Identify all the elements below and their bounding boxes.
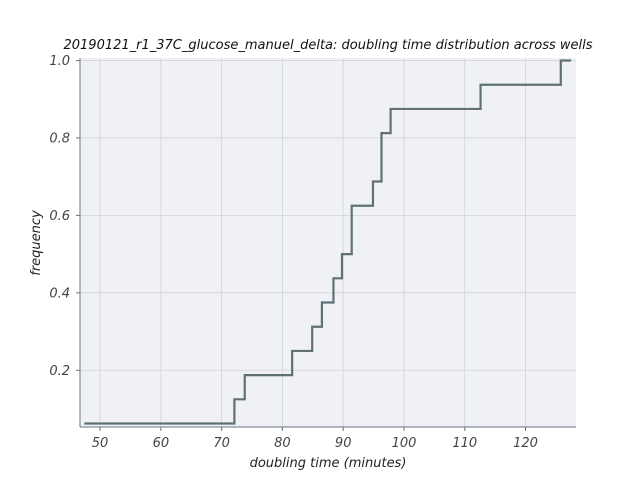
x-tick-label-0: 50 (92, 436, 109, 451)
x-tick-label-3: 80 (274, 436, 291, 451)
x-tick-label-6: 110 (452, 436, 477, 451)
x-axis-label: doubling time (minutes) (250, 456, 407, 471)
x-tick-label-1: 60 (153, 436, 170, 451)
series-layer (84, 59, 572, 425)
y-tick-label-1: 0.4 (49, 286, 70, 301)
y-tick-label-3: 0.8 (49, 131, 70, 146)
grid-lines (80, 58, 576, 427)
x-tick-label-7: 120 (513, 436, 538, 451)
step-series-line-0 (84, 59, 572, 425)
axes (76, 58, 576, 431)
x-tick-label-2: 70 (213, 436, 230, 451)
y-tick-label-2: 0.6 (49, 209, 70, 224)
x-tick-label-4: 90 (335, 436, 352, 451)
y-tick-label-4: 1.0 (49, 54, 70, 69)
y-axis-label: frequency (29, 210, 44, 276)
y-tick-label-0: 0.2 (49, 364, 70, 379)
chart-title: 20190121_r1_37C_glucose_manuel_delta: do… (63, 38, 592, 53)
plot-background (80, 58, 576, 427)
tick-labels: 50 60 70 80 90 100 110 120 0.2 0.4 0.6 0.8 1.0 (49, 54, 538, 451)
x-tick-label-5: 100 (392, 436, 417, 451)
